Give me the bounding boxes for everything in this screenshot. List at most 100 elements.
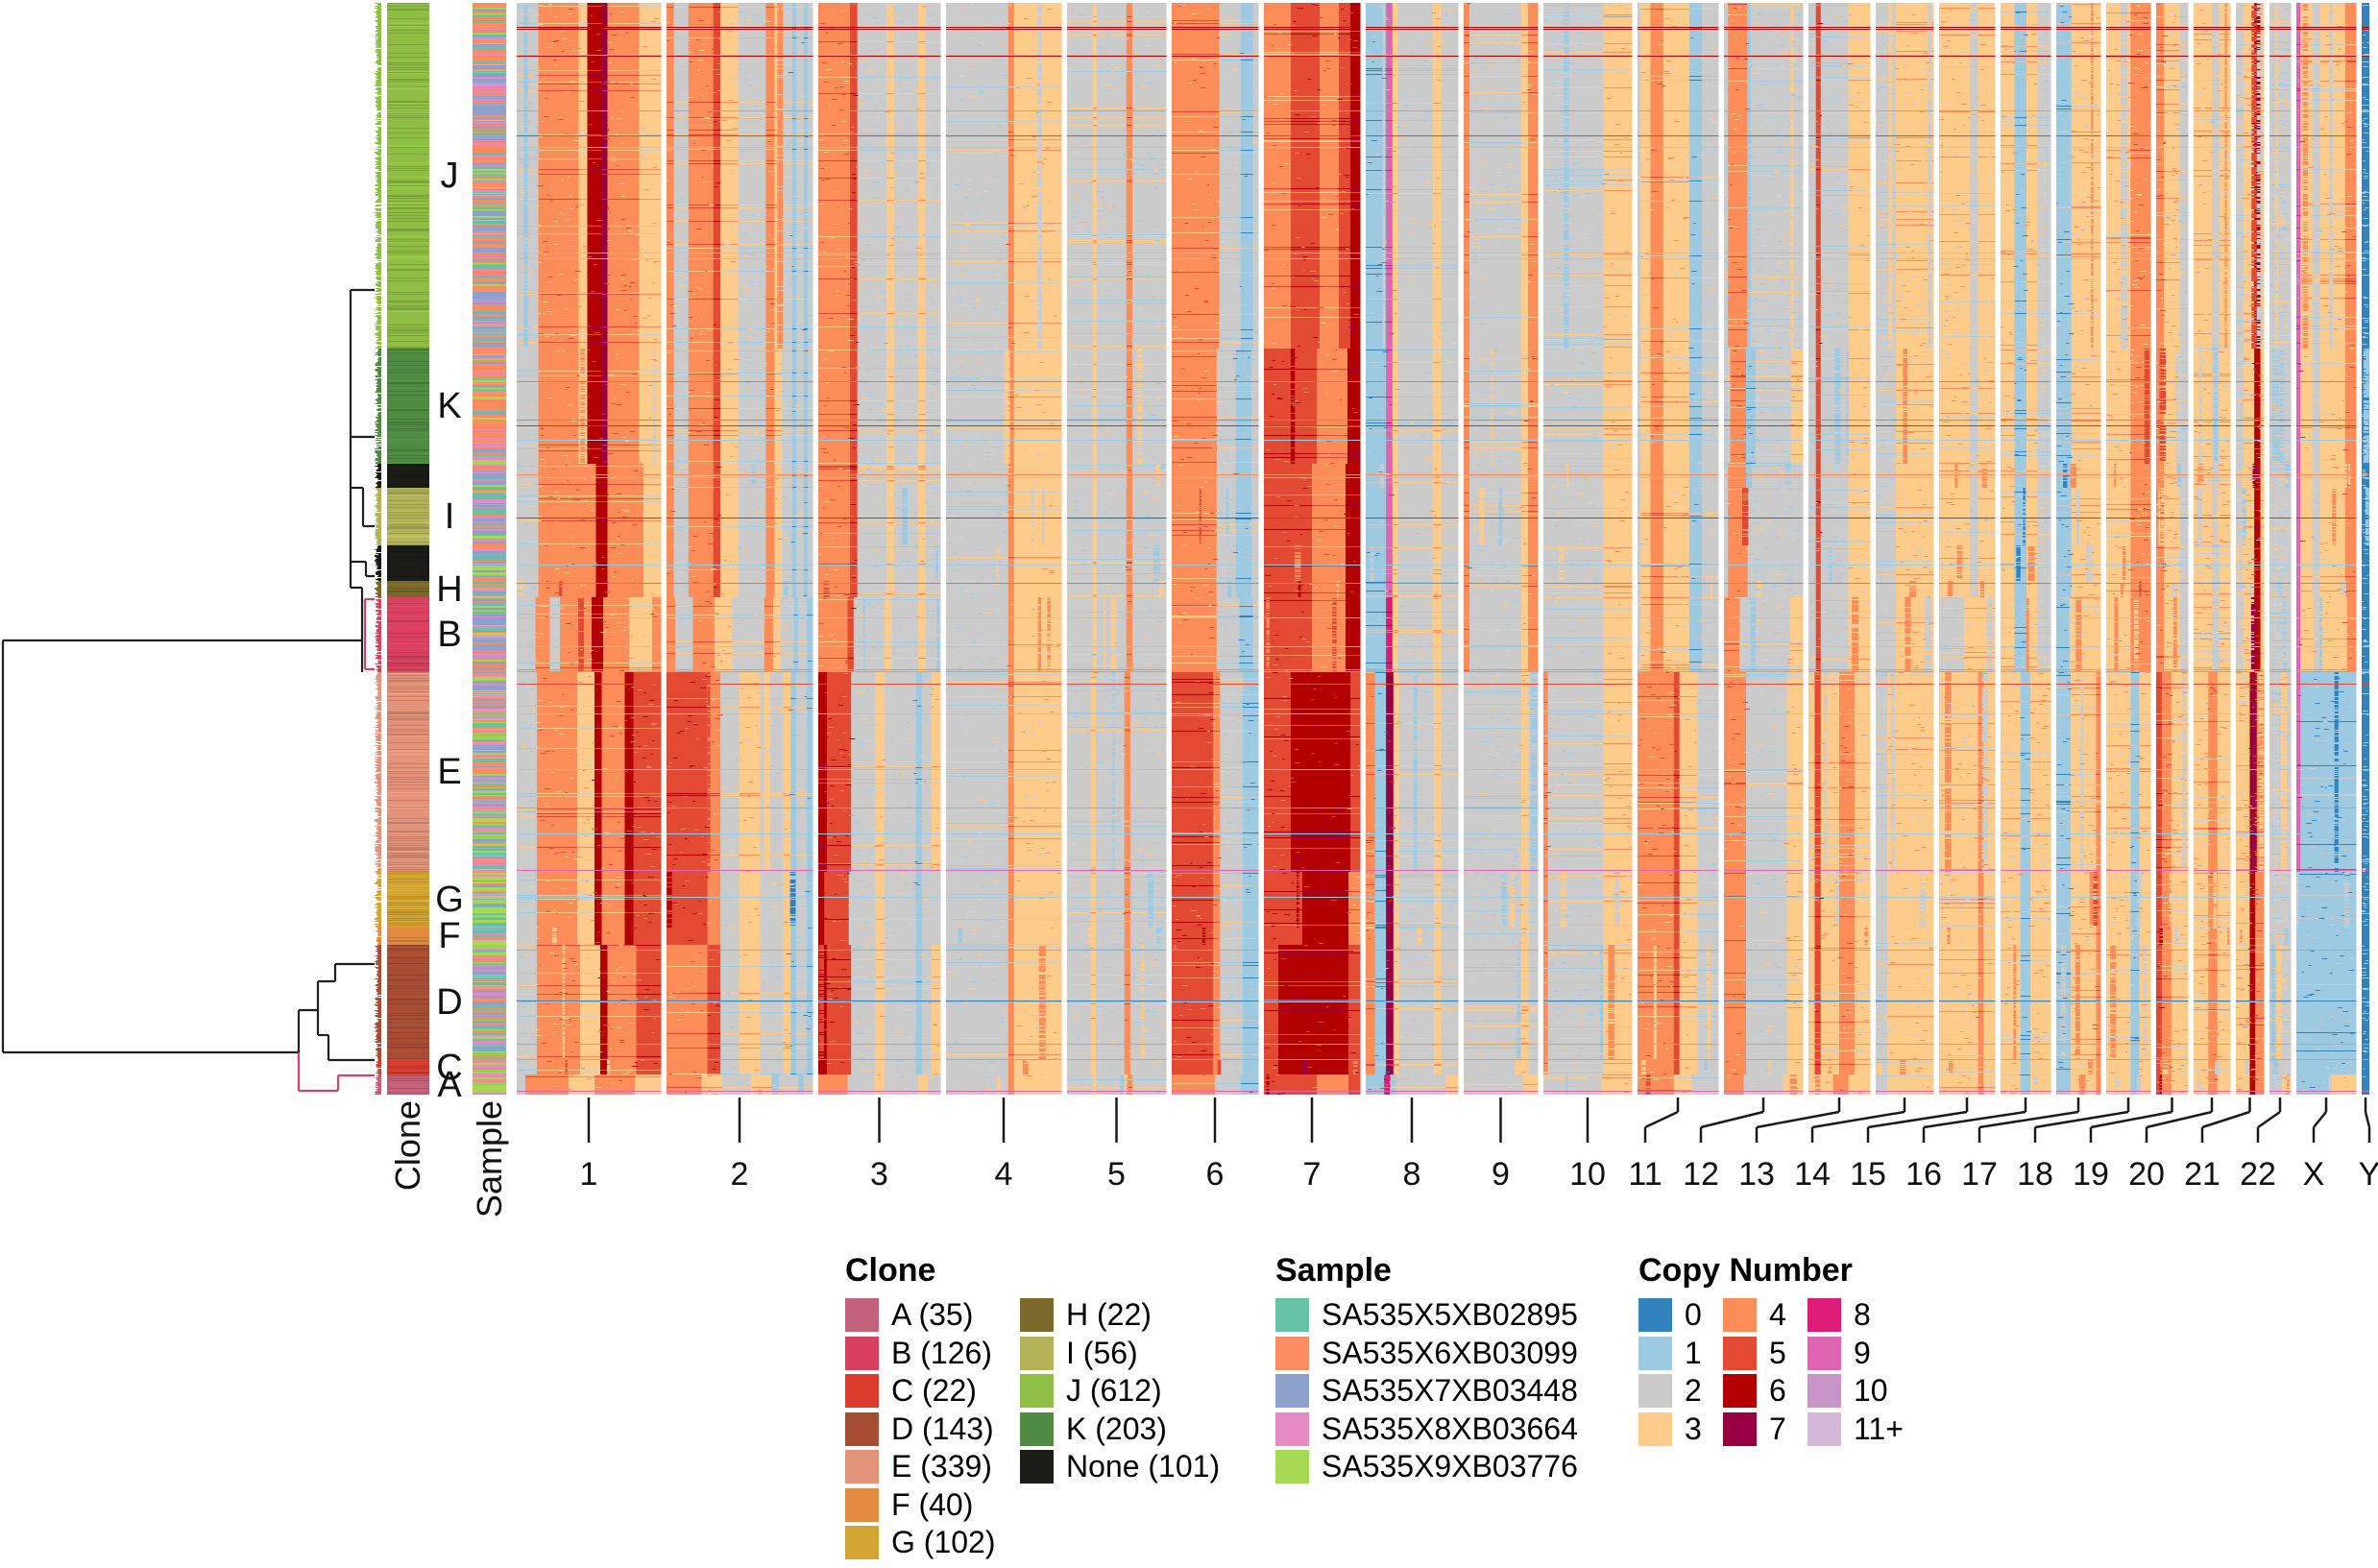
copy_number-legend-swatch: [1638, 1374, 1672, 1408]
chromosome-label-1: 1: [580, 1156, 598, 1193]
sample-legend-swatch: [1275, 1411, 1309, 1446]
clone-legend-swatch: [845, 1411, 879, 1446]
copy_number-legend-item-label: 3: [1685, 1411, 1702, 1446]
clone-row-label-C: C: [436, 1047, 463, 1088]
axis-tick: [2257, 1110, 2281, 1129]
clone-row-label-E: E: [437, 752, 462, 792]
sample-legend-item-label: SA535X8XB03664: [1322, 1411, 1578, 1446]
copy_number-legend-item-label: 4: [1769, 1297, 1786, 1332]
chromosome-label-13: 13: [1738, 1156, 1775, 1193]
axis-tick: [1978, 1110, 2079, 1129]
sample-legend-item-label: SA535X9XB03776: [1322, 1449, 1578, 1484]
clone-legend-item-label: C (22): [891, 1373, 977, 1408]
chromosome-label-Y: Y: [2359, 1156, 2378, 1193]
clone-row-label-H: H: [436, 568, 463, 610]
clone-legend-swatch: [1020, 1411, 1054, 1446]
clone-legend-item-label: H (22): [1066, 1297, 1152, 1332]
chromosome-label-19: 19: [2073, 1156, 2109, 1193]
chromosome-label-16: 16: [1905, 1156, 1942, 1193]
clone-legend-item-label: K (203): [1066, 1411, 1167, 1446]
dendrogram: [1, 288, 375, 1093]
copy-number-heatmap: [517, 3, 2369, 1095]
axis-tick: [1644, 1110, 1679, 1129]
copy_number-legend-swatch: [1638, 1411, 1672, 1446]
clone-legend-swatch: [845, 1336, 879, 1370]
copy_number-legend-item-label: 2: [1685, 1373, 1702, 1408]
clone-legend-swatch: [1020, 1336, 1054, 1370]
copy_number-legend-title: Copy Number: [1638, 1252, 1853, 1289]
copy_number-legend-item-label: 1: [1685, 1335, 1702, 1370]
copy_number-legend-swatch: [1723, 1298, 1757, 1332]
axis-tick: [1811, 1110, 1905, 1129]
chromosome-label-15: 15: [1850, 1156, 1886, 1193]
copy_number-legend-swatch: [1808, 1298, 1841, 1332]
axis-tick: [1867, 1110, 1968, 1129]
copy_number-legend-swatch: [1808, 1336, 1841, 1370]
chromosome-label-20: 20: [2128, 1156, 2165, 1193]
clone-legend-swatch: [845, 1450, 879, 1484]
sample-annotation-bar: [473, 3, 506, 1095]
clone-legend-item-label: E (339): [891, 1449, 992, 1484]
clone-axis-title: Clone: [383, 1100, 433, 1264]
sample-legend-swatch: [1275, 1336, 1309, 1370]
chromosome-label-12: 12: [1683, 1156, 1719, 1193]
clone-row-label-D: D: [436, 982, 463, 1023]
chromosome-label-3: 3: [870, 1156, 888, 1193]
copy_number-legend-swatch: [1808, 1374, 1841, 1408]
axis-tick: [1700, 1110, 1764, 1129]
clone-legend-swatch: [845, 1298, 879, 1332]
clone-annotation-bar: [387, 3, 429, 1095]
sample-legend-title: Sample: [1275, 1252, 1392, 1289]
copy_number-legend-swatch: [1638, 1298, 1672, 1332]
axis-tick: [1756, 1110, 1840, 1129]
clone-legend-item-label: J (612): [1066, 1373, 1162, 1408]
chromosome-label-14: 14: [1794, 1156, 1831, 1193]
clone-row-label-J: J: [440, 156, 459, 196]
chromosome-label-7: 7: [1303, 1156, 1322, 1193]
axis-tick: [2313, 1111, 2327, 1128]
copy_number-legend-item-label: 6: [1769, 1373, 1786, 1408]
chromosome-label-9: 9: [1492, 1156, 1510, 1193]
clone-legend-swatch: [1020, 1298, 1054, 1332]
chromosome-label-18: 18: [2017, 1156, 2053, 1193]
chromosome-label-2: 2: [731, 1156, 749, 1193]
clone-legend-item-label: F (40): [891, 1486, 974, 1522]
clone-legend-item-label: I (56): [1066, 1335, 1138, 1370]
sample-legend-swatch: [1275, 1450, 1309, 1484]
copy_number-legend-item-label: 8: [1854, 1297, 1871, 1332]
chromosome-label-10: 10: [1569, 1156, 1606, 1193]
axis-tick: [2034, 1110, 2129, 1129]
axis-tick: [1923, 1110, 2026, 1129]
sample-legend-item-label: SA535X6XB03099: [1322, 1335, 1578, 1370]
clone-row-label-F: F: [438, 916, 461, 956]
sample-axis-title: Sample: [467, 1100, 513, 1283]
chromosome-label-11: 11: [1628, 1156, 1662, 1193]
chromosome-label-5: 5: [1107, 1156, 1126, 1193]
copy_number-legend-item-label: 7: [1769, 1411, 1786, 1446]
copy_number-legend-item-label: 5: [1769, 1335, 1786, 1370]
clone-legend-swatch: [1020, 1374, 1054, 1408]
chromosome-label-22: 22: [2240, 1156, 2276, 1193]
sample-legend-item-label: SA535X5XB02895: [1322, 1297, 1578, 1332]
axis-tick: [2090, 1110, 2172, 1129]
clone-row-label-K: K: [437, 386, 462, 426]
clone-row-label-A: A: [437, 1064, 462, 1105]
chromosome-label-X: X: [2303, 1156, 2325, 1193]
sample-legend-swatch: [1275, 1374, 1309, 1408]
clone-row-label-B: B: [437, 615, 462, 655]
clone-row-label-G: G: [435, 880, 464, 920]
copy_number-legend-item-label: 0: [1685, 1297, 1702, 1332]
chromosome-label-8: 8: [1403, 1156, 1421, 1193]
clone-legend-item-label: None (101): [1066, 1449, 1221, 1484]
axis-tick: [2146, 1110, 2213, 1129]
clone-legend-item-label: B (126): [891, 1335, 992, 1370]
clone-legend-swatch: [1020, 1450, 1054, 1484]
dendrogram-leaf-strip: [375, 3, 381, 1095]
copy_number-legend-swatch: [1723, 1374, 1757, 1408]
copy_number-legend-swatch: [1638, 1336, 1672, 1370]
copy_number-legend-swatch: [1808, 1411, 1841, 1446]
chromosome-axis: 1 2 3 4 5 6 7 8 9 10 11 12 13 14 15 16 17 18 19 20 21 22 X Y: [580, 1098, 2378, 1193]
sample-legend-item-label: SA535X7XB03448: [1322, 1373, 1578, 1408]
